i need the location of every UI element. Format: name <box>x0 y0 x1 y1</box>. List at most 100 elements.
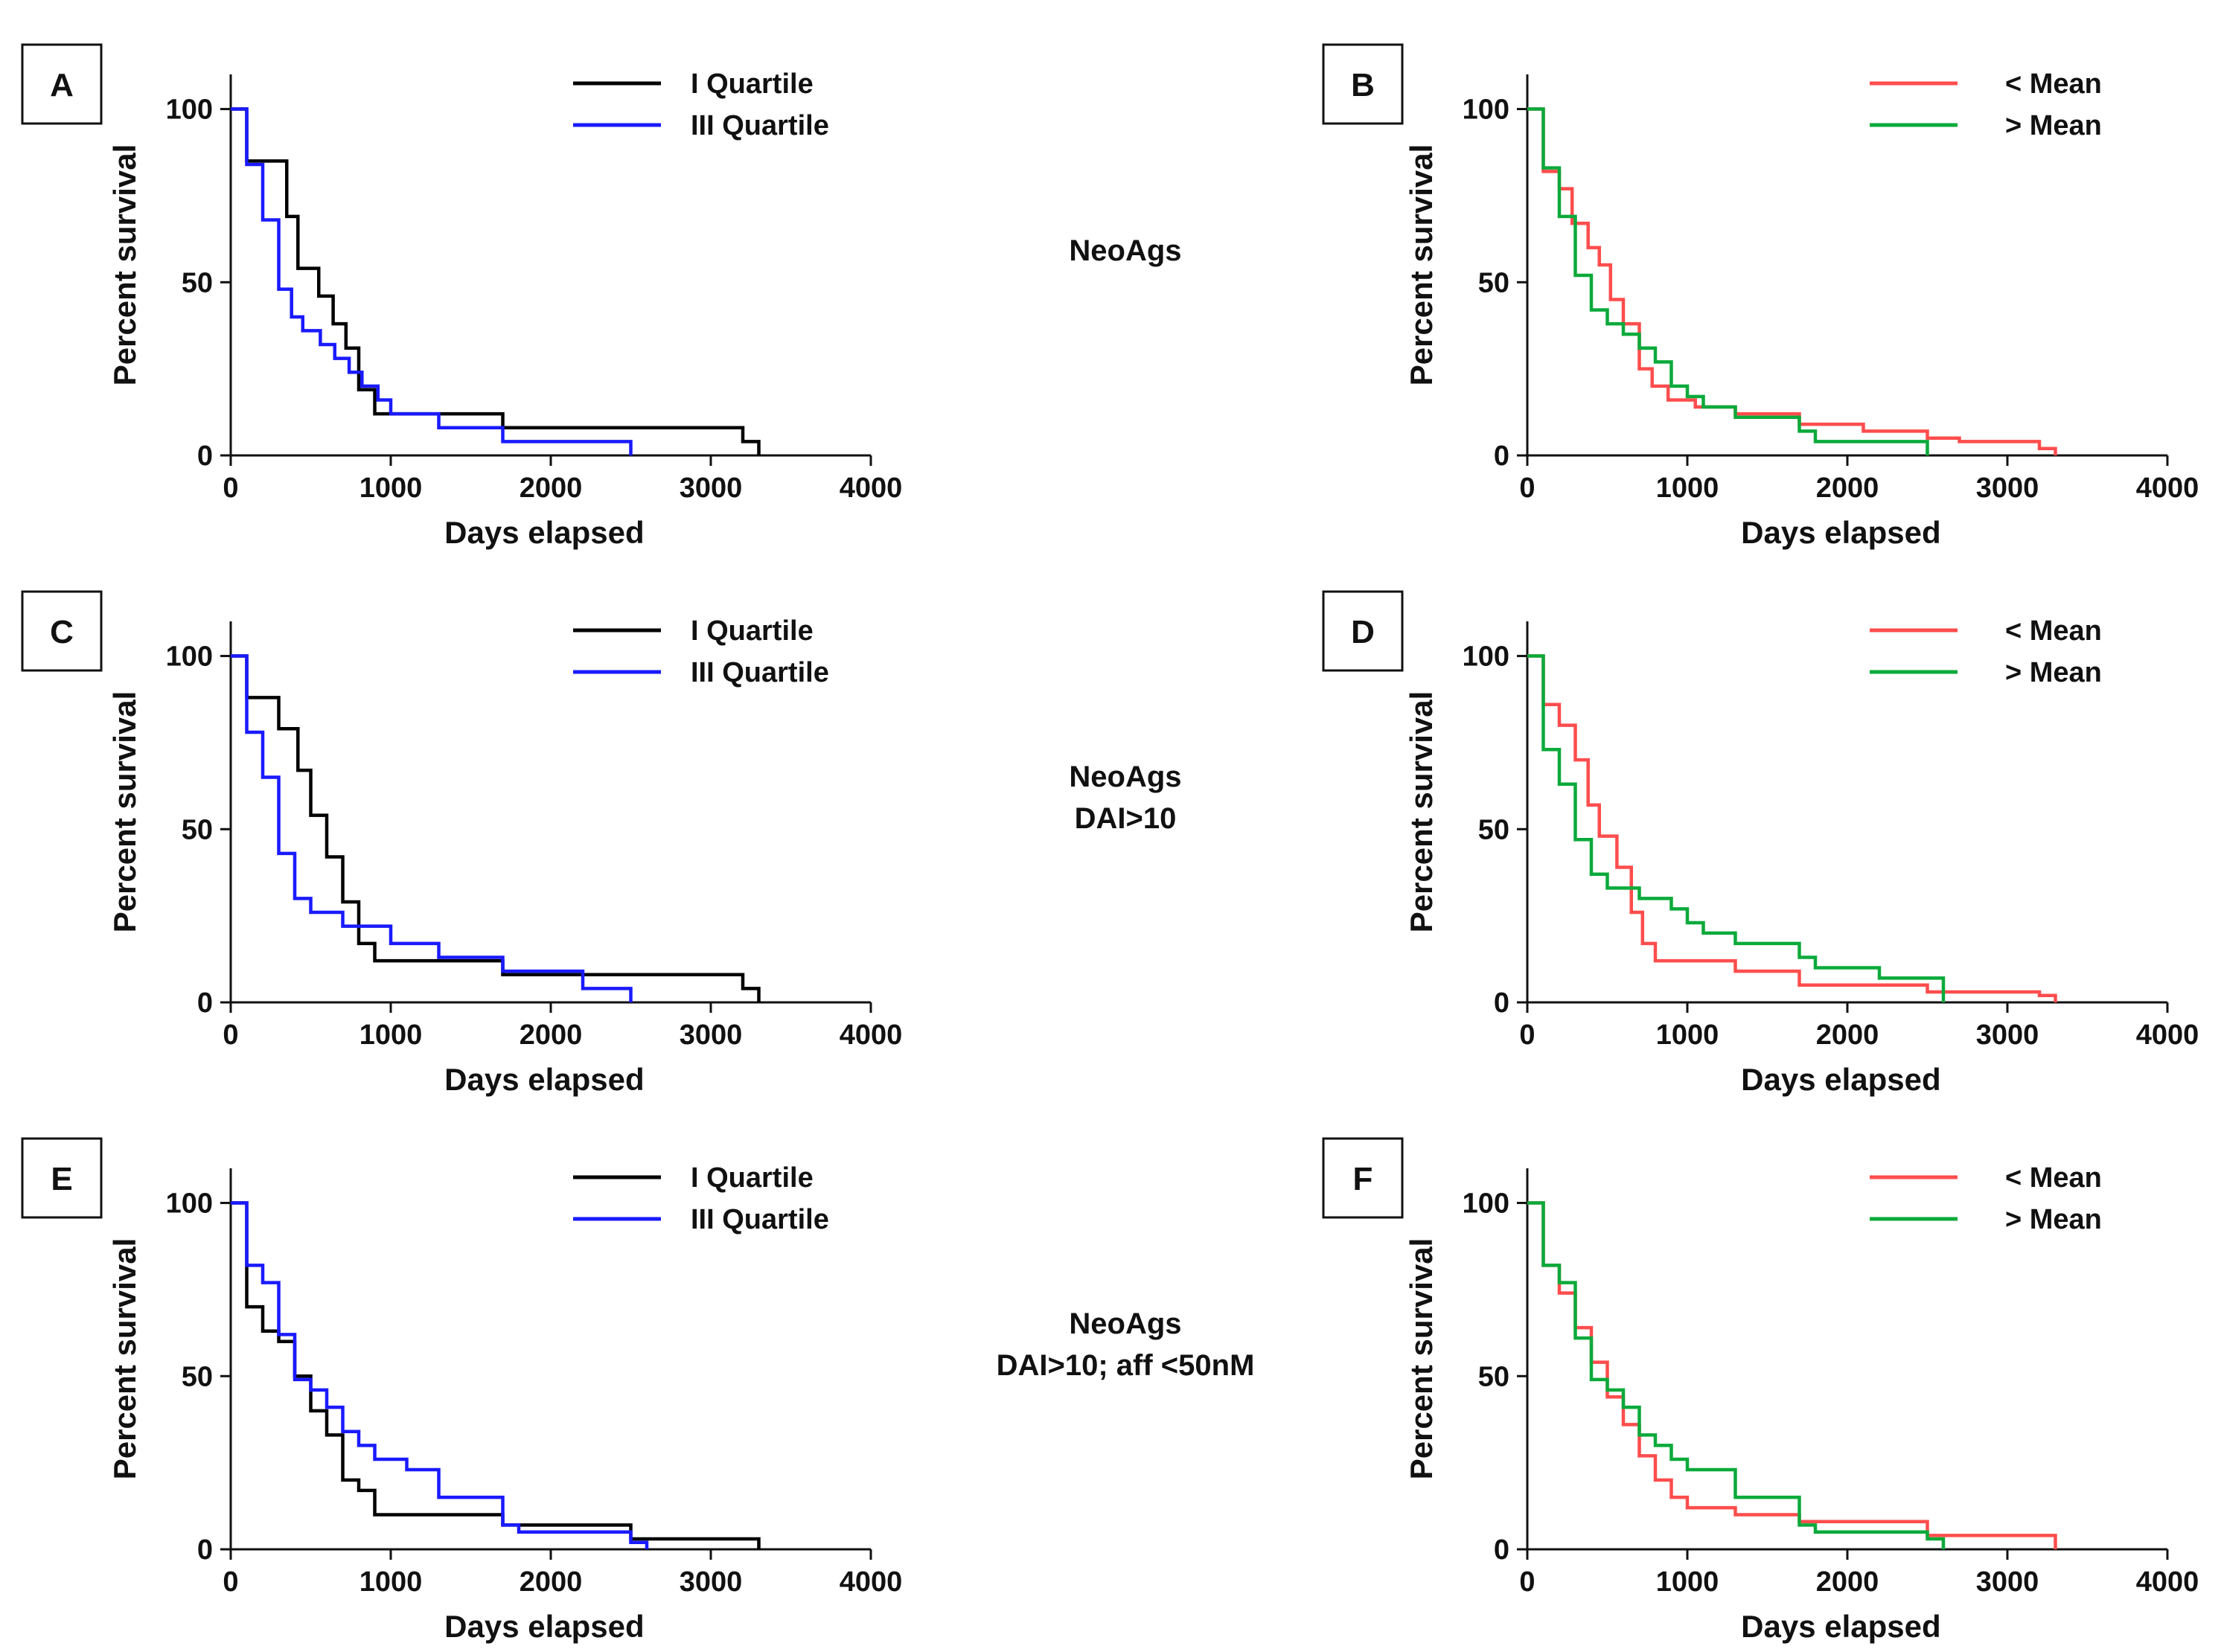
y-axis-title: Percent survival <box>107 144 142 386</box>
legend-label-2: III Quartile <box>691 1204 829 1235</box>
x-axis-title: Days elapsed <box>444 1062 645 1097</box>
panel-letter-box <box>1322 43 1404 125</box>
row-label-line: NeoAgs <box>1069 1307 1181 1340</box>
y-tick-label: 0 <box>1494 987 1509 1019</box>
chart-panel-f: F 0 1000 2000 3000 4000 0 50 100 Days elapsed Perc… <box>1322 1137 2199 1644</box>
series-line-2 <box>231 107 633 455</box>
legend-label-1: I Quartile <box>691 1162 814 1194</box>
x-tick-label: 2000 <box>1816 1566 1879 1598</box>
chart-panel-b: B 0 1000 2000 3000 4000 0 50 100 Days elapsed Perc… <box>1322 43 2199 550</box>
row-label-line: NeoAgs <box>1069 761 1181 793</box>
y-tick-label: 0 <box>197 1534 213 1566</box>
y-tick-label: 50 <box>182 814 213 845</box>
x-tick-label: 1000 <box>1656 1019 1719 1051</box>
y-tick-label: 100 <box>166 641 213 673</box>
y-tick-label: 50 <box>182 267 213 298</box>
panel-letter-box <box>21 1137 103 1219</box>
series-line-2 <box>1527 107 1929 455</box>
x-tick-label: 4000 <box>2136 1566 2199 1598</box>
row-label-line: DAI>10; aff <50nM <box>997 1349 1255 1382</box>
x-tick-label: 3000 <box>680 1019 743 1051</box>
x-tick-label: 4000 <box>840 473 903 504</box>
panel-letter: C <box>50 614 74 650</box>
y-tick-label: 50 <box>1478 1361 1509 1392</box>
x-axis-title: Days elapsed <box>1741 1062 1941 1097</box>
y-axis-title: Percent survival <box>1404 144 1439 386</box>
series-line-1 <box>1527 654 2057 1002</box>
x-tick-label: 2000 <box>520 1019 583 1051</box>
x-tick-label: 4000 <box>2136 473 2199 504</box>
y-tick-label: 0 <box>197 441 213 472</box>
legend-label-2: > Mean <box>2005 657 2102 688</box>
panel-letter: D <box>1351 614 1375 650</box>
panel-letter: A <box>50 67 74 103</box>
row-labels-group: NeoAgs NeoAgs DAI>10 NeoAgs DAI>10; aff <50n… <box>997 234 1255 1382</box>
x-tick-label: 0 <box>223 1019 238 1051</box>
x-tick-label: 2000 <box>1816 1019 1879 1051</box>
x-tick-label: 1000 <box>1656 473 1719 504</box>
y-tick-label: 0 <box>1494 441 1509 472</box>
chart-panel-d: D 0 1000 2000 3000 4000 0 50 100 Days elapsed Perc… <box>1322 590 2199 1097</box>
y-tick-label: 100 <box>1463 1188 1509 1220</box>
panel-letter: B <box>1351 67 1375 103</box>
x-tick-label: 0 <box>1519 1566 1535 1598</box>
panel-letter-box <box>1322 590 1404 672</box>
y-tick-label: 100 <box>166 1188 213 1220</box>
x-tick-label: 3000 <box>680 473 743 504</box>
x-tick-label: 4000 <box>840 1566 903 1598</box>
x-axis-title: Days elapsed <box>1741 1609 1941 1644</box>
chart-panel-a: A 0 1000 2000 3000 4000 0 50 100 Days elapsed Perc… <box>21 43 903 550</box>
y-tick-label: 100 <box>1463 641 1509 673</box>
chart-panel-e: E 0 1000 2000 3000 4000 0 50 100 Days elapsed Perc… <box>21 1137 903 1644</box>
x-tick-label: 0 <box>223 1566 238 1598</box>
x-axis-title: Days elapsed <box>444 515 645 550</box>
y-tick-label: 50 <box>182 1361 213 1392</box>
x-tick-label: 3000 <box>1976 1019 2039 1051</box>
legend-label-1: I Quartile <box>691 68 814 100</box>
x-axis-title: Days elapsed <box>444 1609 645 1644</box>
x-tick-label: 2000 <box>1816 473 1879 504</box>
x-tick-label: 0 <box>1519 1019 1535 1051</box>
panel-letter: F <box>1353 1161 1373 1197</box>
legend-label-1: < Mean <box>2005 1162 2102 1194</box>
series-line-2 <box>1527 654 1946 1002</box>
legend-label-2: > Mean <box>2005 110 2102 141</box>
y-tick-label: 50 <box>1478 814 1509 845</box>
x-tick-label: 1000 <box>359 1019 423 1051</box>
series-line-2 <box>231 654 633 1002</box>
y-axis-title: Percent survival <box>107 691 142 933</box>
legend-label-1: I Quartile <box>691 615 814 647</box>
y-tick-label: 50 <box>1478 267 1509 298</box>
x-tick-label: 1000 <box>359 1566 423 1598</box>
series-line-2 <box>1527 1201 1946 1549</box>
x-tick-label: 0 <box>1519 473 1535 504</box>
series-line-1 <box>231 654 761 1002</box>
row-label-line: DAI>10 <box>1075 802 1177 835</box>
panel-letter-box <box>1322 1137 1404 1219</box>
x-tick-label: 3000 <box>680 1566 743 1598</box>
legend-label-2: III Quartile <box>691 110 829 141</box>
x-tick-label: 1000 <box>1656 1566 1719 1598</box>
legend-label-2: III Quartile <box>691 657 829 688</box>
x-tick-label: 0 <box>223 473 238 504</box>
row-label-line: NeoAgs <box>1069 234 1181 267</box>
panel-letter: E <box>51 1161 72 1197</box>
y-tick-label: 100 <box>1463 95 1509 126</box>
y-tick-label: 0 <box>1494 1534 1509 1566</box>
legend-label-2: > Mean <box>2005 1204 2102 1235</box>
legend-label-1: < Mean <box>2005 615 2102 647</box>
legend-label-1: < Mean <box>2005 68 2102 100</box>
panel-letter-box <box>21 590 103 672</box>
y-axis-title: Percent survival <box>1404 691 1439 933</box>
x-tick-label: 4000 <box>840 1019 903 1051</box>
x-tick-label: 1000 <box>359 473 423 504</box>
y-axis-title: Percent survival <box>107 1238 142 1480</box>
x-axis-title: Days elapsed <box>1741 515 1941 550</box>
chart-panel-c: C 0 1000 2000 3000 4000 0 50 100 Days elapsed Perc… <box>21 590 903 1097</box>
series-line-2 <box>231 1201 649 1549</box>
panel-letter-box <box>21 43 103 125</box>
series-line-1 <box>231 107 761 455</box>
y-axis-title: Percent survival <box>1404 1238 1439 1480</box>
